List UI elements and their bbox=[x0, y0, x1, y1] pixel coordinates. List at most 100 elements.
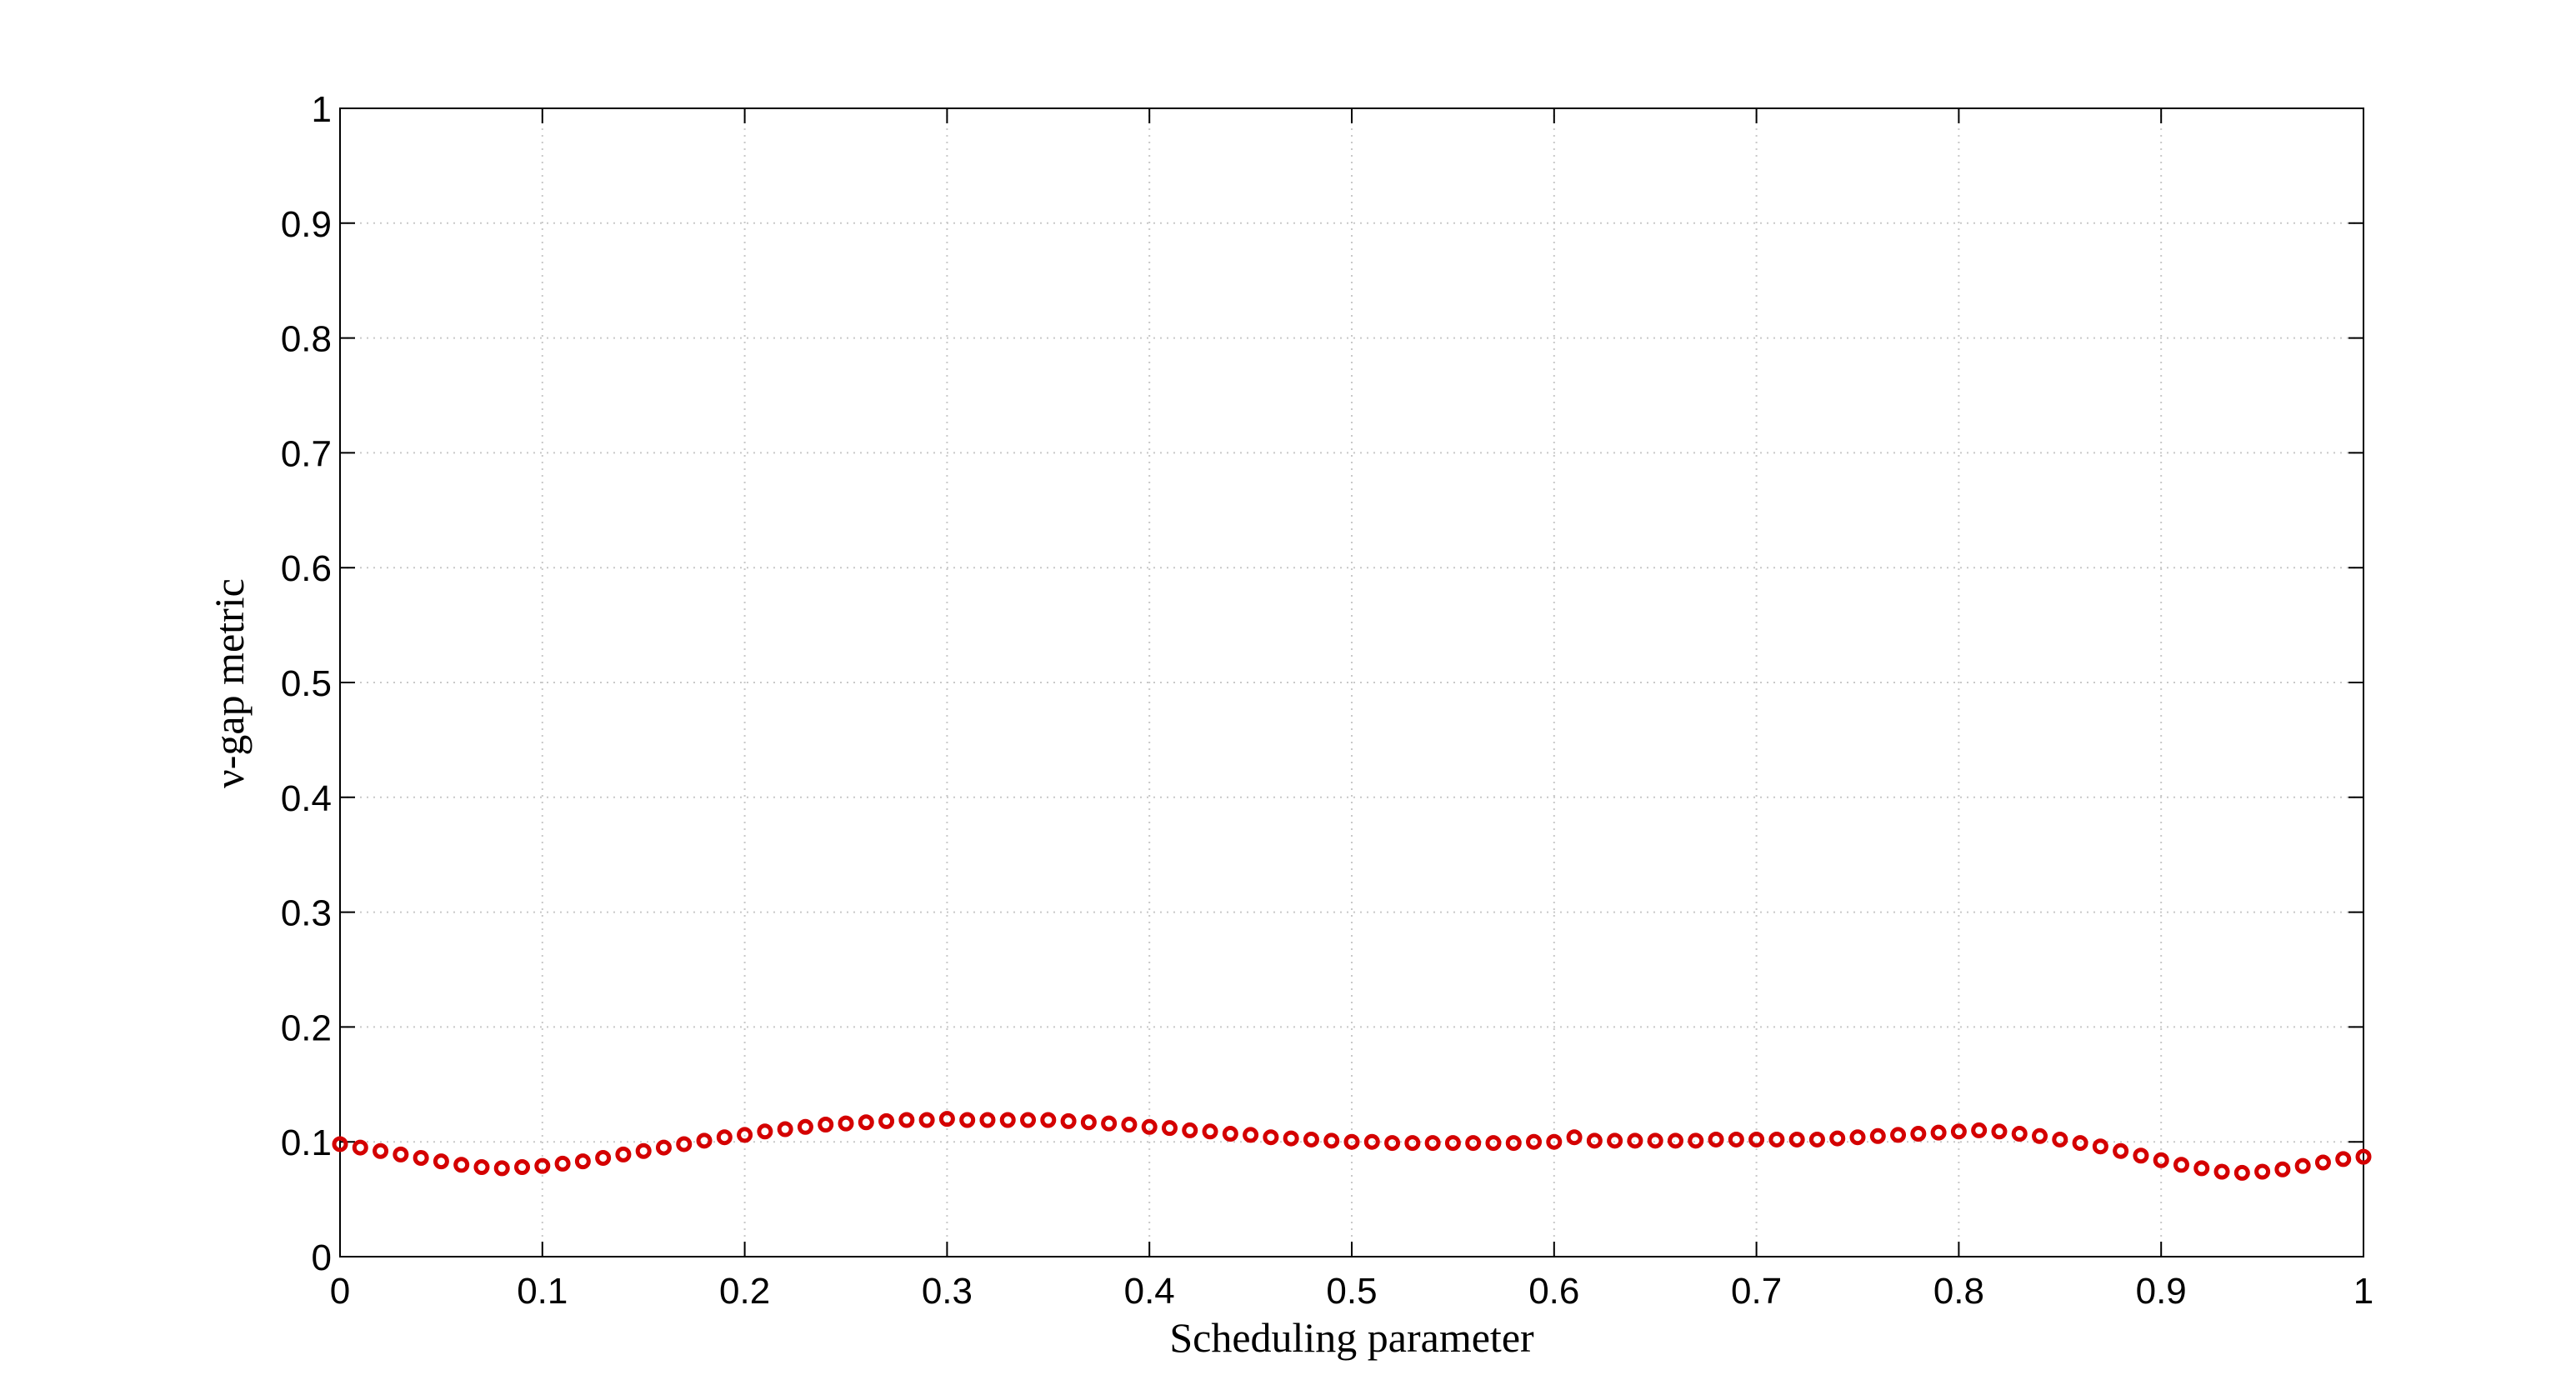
data-point bbox=[757, 1123, 773, 1140]
data-point bbox=[413, 1149, 429, 1166]
data-point bbox=[2173, 1157, 2189, 1173]
data-point bbox=[1202, 1123, 1218, 1140]
data-point bbox=[1020, 1112, 1037, 1128]
data-point bbox=[1323, 1132, 1340, 1149]
data-point bbox=[2193, 1160, 2210, 1177]
x-tick-label: 0.8 bbox=[1933, 1271, 1984, 1312]
data-point bbox=[433, 1153, 449, 1170]
data-point bbox=[2294, 1158, 2311, 1174]
data-point bbox=[1667, 1132, 1683, 1149]
data-point bbox=[635, 1142, 652, 1159]
x-tick-label: 0.2 bbox=[719, 1271, 770, 1312]
data-point bbox=[1303, 1131, 1319, 1148]
data-point bbox=[514, 1159, 531, 1176]
x-tick-label: 0 bbox=[330, 1271, 350, 1312]
data-point bbox=[534, 1158, 551, 1174]
data-point bbox=[1768, 1131, 1785, 1148]
data-point bbox=[1546, 1133, 1563, 1150]
data-point bbox=[2032, 1128, 2048, 1144]
data-point bbox=[1424, 1135, 1441, 1152]
data-point bbox=[1788, 1131, 1805, 1148]
y-tick-label: 1 bbox=[312, 89, 332, 130]
data-point bbox=[898, 1112, 915, 1128]
data-point bbox=[493, 1160, 510, 1177]
data-point bbox=[2355, 1148, 2372, 1165]
y-tick-label: 0 bbox=[312, 1238, 332, 1278]
data-point bbox=[473, 1159, 490, 1176]
data-point bbox=[574, 1153, 591, 1170]
data-point bbox=[1243, 1127, 1259, 1143]
data-point bbox=[1101, 1115, 1118, 1132]
data-point bbox=[1404, 1135, 1421, 1152]
y-tick-label: 0.1 bbox=[281, 1122, 332, 1163]
data-point bbox=[2153, 1152, 2169, 1168]
data-point bbox=[918, 1112, 935, 1128]
data-point bbox=[1121, 1117, 1138, 1133]
data-point bbox=[554, 1155, 571, 1172]
x-tick-label: 0.9 bbox=[2136, 1271, 2187, 1312]
data-point bbox=[352, 1139, 368, 1156]
data-point bbox=[1465, 1135, 1482, 1152]
data-point bbox=[2052, 1131, 2068, 1148]
data-point bbox=[979, 1112, 996, 1128]
data-point bbox=[938, 1111, 955, 1128]
data-point bbox=[858, 1114, 874, 1131]
data-point bbox=[1890, 1127, 1907, 1143]
data-point bbox=[1808, 1131, 1825, 1148]
data-point bbox=[2213, 1163, 2230, 1180]
data-point bbox=[2092, 1138, 2108, 1155]
data-point bbox=[1991, 1123, 2008, 1140]
data-point bbox=[716, 1129, 733, 1146]
data-point bbox=[1040, 1112, 1057, 1128]
data-point bbox=[2314, 1154, 2331, 1171]
data-point bbox=[838, 1115, 854, 1132]
data-point bbox=[696, 1132, 713, 1149]
y-tick-label: 0.4 bbox=[281, 778, 332, 819]
data-point bbox=[453, 1157, 470, 1173]
data-point bbox=[2113, 1142, 2129, 1159]
y-tick-label: 0.9 bbox=[281, 204, 332, 245]
data-point bbox=[615, 1146, 632, 1162]
data-point bbox=[2011, 1126, 2028, 1142]
data-point bbox=[1647, 1132, 1663, 1149]
data-point bbox=[1950, 1123, 1967, 1140]
plot-frame bbox=[339, 108, 2364, 1258]
data-point bbox=[1688, 1132, 1704, 1149]
data-point bbox=[1971, 1122, 1988, 1138]
data-point bbox=[2335, 1151, 2352, 1168]
y-tick-label: 0.8 bbox=[281, 319, 332, 360]
data-point bbox=[999, 1112, 1016, 1128]
data-point bbox=[1080, 1114, 1097, 1131]
x-tick-label: 0.6 bbox=[1528, 1271, 1579, 1312]
y-tick-label: 0.2 bbox=[281, 1008, 332, 1048]
x-tick-label: 0.1 bbox=[517, 1271, 568, 1312]
data-point bbox=[373, 1142, 389, 1159]
y-tick-label: 0.7 bbox=[281, 433, 332, 474]
data-point bbox=[595, 1149, 612, 1166]
data-point bbox=[1263, 1129, 1279, 1146]
data-point bbox=[1748, 1131, 1765, 1148]
data-point bbox=[1526, 1133, 1543, 1150]
data-point bbox=[1930, 1124, 1947, 1141]
data-point bbox=[676, 1136, 693, 1152]
data-point bbox=[1586, 1132, 1603, 1149]
data-point bbox=[1910, 1126, 1927, 1142]
data-point bbox=[1627, 1132, 1643, 1149]
x-tick-label: 0.5 bbox=[1326, 1271, 1377, 1312]
data-point bbox=[1708, 1131, 1724, 1148]
data-point bbox=[1384, 1135, 1401, 1152]
data-point bbox=[1505, 1135, 1522, 1152]
data-point bbox=[818, 1117, 834, 1133]
x-tick-label: 0.3 bbox=[922, 1271, 973, 1312]
data-point bbox=[1829, 1130, 1846, 1147]
data-point bbox=[1363, 1133, 1380, 1150]
data-point bbox=[332, 1136, 348, 1152]
x-tick-label: 0.7 bbox=[1731, 1271, 1782, 1312]
y-tick-label: 0.6 bbox=[281, 548, 332, 589]
data-point bbox=[655, 1139, 672, 1156]
data-point bbox=[797, 1118, 813, 1135]
data-point bbox=[1566, 1129, 1583, 1146]
data-point bbox=[1222, 1126, 1238, 1142]
data-point bbox=[1444, 1135, 1461, 1152]
